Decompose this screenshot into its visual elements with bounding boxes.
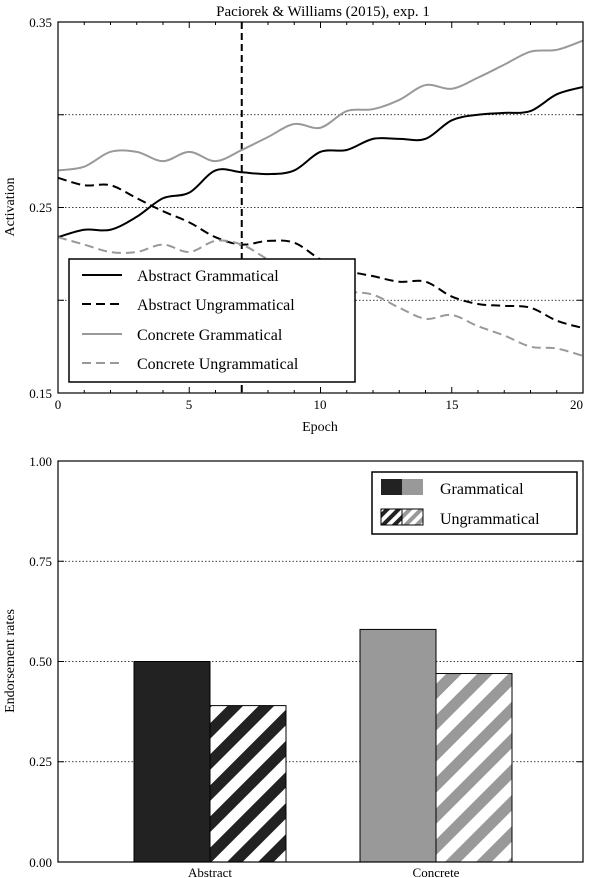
x-tick-label-20: 20 bbox=[570, 397, 583, 412]
bar-y-tick-label-1.00: 1.00 bbox=[29, 454, 52, 469]
legend-label-abstract-grammatical: Abstract Grammatical bbox=[137, 268, 279, 285]
bar-y-tick-label-0.75: 0.75 bbox=[29, 554, 52, 569]
bar-y-tick-label-0.00: 0.00 bbox=[29, 855, 52, 870]
bar-concrete-grammatical bbox=[359, 628, 437, 863]
x-tick-label-15: 15 bbox=[446, 397, 459, 412]
bar-concrete-ungrammatical bbox=[435, 673, 513, 863]
y-tick-label-0.15: 0.15 bbox=[29, 386, 52, 401]
legend-label-concrete-ungrammatical: Concrete Ungrammatical bbox=[137, 356, 299, 373]
bar-y-tick-label-0.50: 0.50 bbox=[29, 654, 52, 669]
bar-chart: 1.00 0.75 0.50 0.25 0.00 Abstract Concre… bbox=[3, 454, 584, 878]
bar-abstract-grammatical bbox=[133, 661, 211, 863]
line-legend-box bbox=[68, 258, 356, 383]
line-legend: Abstract Grammatical Abstract Ungrammati… bbox=[68, 258, 356, 383]
legend-label-concrete-grammatical: Concrete Grammatical bbox=[137, 327, 283, 344]
x-tick-label-5: 5 bbox=[186, 397, 193, 412]
x-axis-label: Epoch bbox=[302, 420, 338, 435]
x-tick-label-0: 0 bbox=[55, 397, 62, 412]
bar-y-axis-label: Endorsement rates bbox=[3, 609, 18, 713]
bar-ticks bbox=[58, 460, 583, 863]
bar-legend: Grammatical Ungrammatical bbox=[371, 471, 578, 535]
legend-label-grammatical: Grammatical bbox=[440, 481, 524, 498]
y-tick-label-0.35: 0.35 bbox=[29, 15, 52, 30]
legend-swatch-grammatical-concrete bbox=[402, 479, 423, 495]
legend-swatch-grammatical-abstract bbox=[381, 479, 402, 495]
line-chart-title: Paciorek & Williams (2015), exp. 1 bbox=[216, 4, 430, 20]
series-line-concrete-grammatical bbox=[57, 39, 584, 172]
series-line-concrete-ungrammatical bbox=[57, 236, 584, 357]
series-line-abstract-grammatical bbox=[57, 85, 584, 239]
y-tick-label-0.25: 0.25 bbox=[29, 200, 52, 215]
bar-abstract-ungrammatical bbox=[209, 705, 287, 863]
legend-swatch-ungrammatical-concrete bbox=[401, 508, 424, 526]
bar-group bbox=[133, 628, 513, 863]
line-ticks bbox=[57, 21, 584, 394]
y-axis-label: Activation bbox=[3, 177, 18, 236]
category-label-abstract: Abstract bbox=[188, 865, 232, 878]
bar-y-tick-label-0.25: 0.25 bbox=[29, 754, 52, 769]
legend-label-abstract-ungrammatical: Abstract Ungrammatical bbox=[137, 297, 295, 314]
legend-label-ungrammatical: Ungrammatical bbox=[440, 511, 540, 528]
x-tick-label-10: 10 bbox=[314, 397, 327, 412]
category-label-concrete: Concrete bbox=[413, 865, 460, 878]
legend-swatch-ungrammatical-abstract bbox=[380, 508, 403, 526]
line-chart: Paciorek & Williams (2015), exp. 1 0.35 … bbox=[3, 4, 584, 435]
